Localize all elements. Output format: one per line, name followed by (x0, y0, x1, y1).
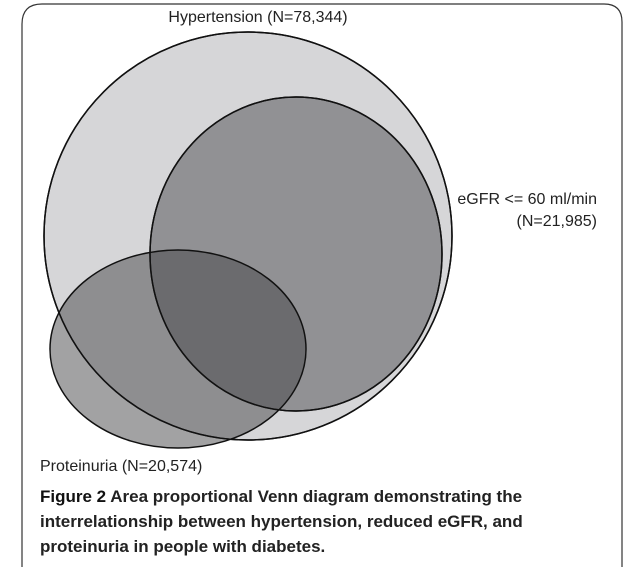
hypertension-outline (43, 31, 453, 441)
egfr-outline (149, 96, 443, 412)
set-label: eGFR <= 60 ml/min (457, 191, 597, 208)
frame (21, 3, 623, 567)
caption: Figure 2 Area proportional Venn diagram … (40, 484, 610, 559)
set-label: Hypertension (N=78,344) (168, 9, 347, 26)
caption-text: Area proportional Venn diagram demonstra… (40, 487, 523, 556)
caption-label: Figure 2 (40, 487, 107, 506)
set-label: (N=21,985) (517, 213, 598, 230)
proteinuria-set (49, 249, 307, 449)
set-label: Proteinuria (N=20,574) (40, 458, 202, 475)
